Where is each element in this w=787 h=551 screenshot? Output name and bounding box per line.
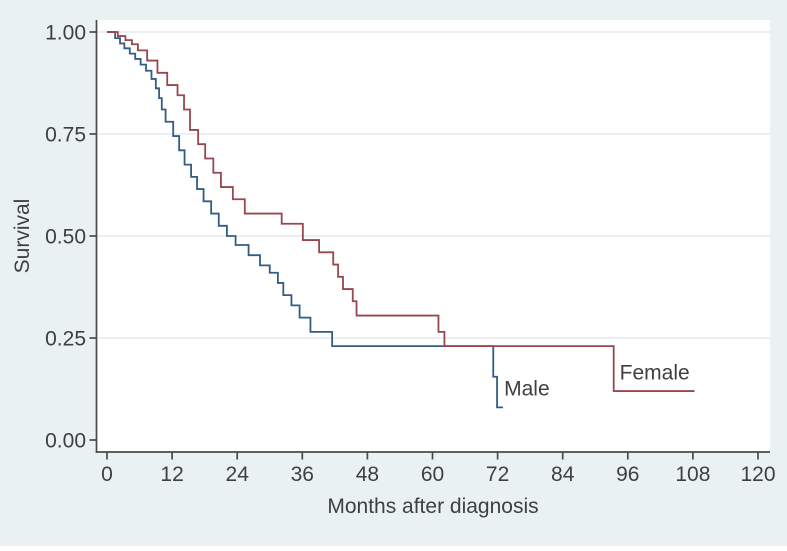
x-tick-label: 12 (160, 463, 183, 486)
series-curves (107, 31, 695, 409)
x-tick-label: 96 (616, 463, 639, 486)
y-tick-marks (89, 31, 96, 441)
x-tick-label: 120 (740, 463, 775, 486)
x-axis-title: Months after diagnosis (327, 495, 538, 518)
x-tick-label: 48 (356, 463, 379, 486)
male-curve-label: Male (504, 378, 550, 401)
y-tick-label: 0.50 (45, 226, 86, 249)
female-curve-label: Female (620, 361, 690, 384)
y-tick-labels: 0.00 0.25 0.50 0.75 1.00 (45, 22, 86, 453)
y-tick-label: 0.25 (45, 328, 86, 351)
y-tick-label: 1.00 (45, 22, 86, 45)
x-tick-label: 24 (226, 463, 250, 486)
y-tick-label: 0.00 (45, 430, 86, 453)
x-tick-label: 0 (101, 463, 113, 486)
x-tick-labels: 0 12 24 36 48 60 72 84 96 108 120 (101, 463, 775, 486)
y-axis-title: Survival (11, 199, 34, 274)
y-gridlines (97, 31, 770, 339)
male-curve (107, 31, 504, 409)
x-tick-label: 108 (675, 463, 710, 486)
y-tick-label: 0.75 (45, 124, 86, 147)
x-tick-marks (106, 452, 759, 460)
x-tick-label: 72 (486, 463, 509, 486)
x-tick-label: 84 (551, 463, 575, 486)
x-tick-label: 60 (421, 463, 444, 486)
female-curve (107, 31, 695, 392)
x-tick-label: 36 (291, 463, 314, 486)
curve-labels: Male Female (504, 361, 690, 400)
